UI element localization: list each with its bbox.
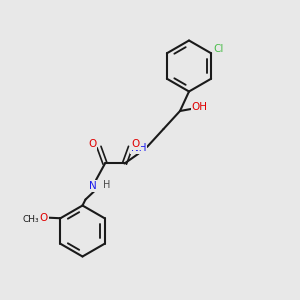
Text: O: O (40, 213, 48, 223)
Text: NH: NH (131, 143, 146, 154)
Text: O: O (88, 139, 97, 149)
Text: OH: OH (191, 101, 208, 112)
Text: Cl: Cl (213, 44, 224, 54)
Text: N: N (89, 181, 97, 191)
Text: H: H (103, 180, 110, 190)
Text: CH₃: CH₃ (22, 215, 39, 224)
Text: O: O (132, 139, 140, 149)
